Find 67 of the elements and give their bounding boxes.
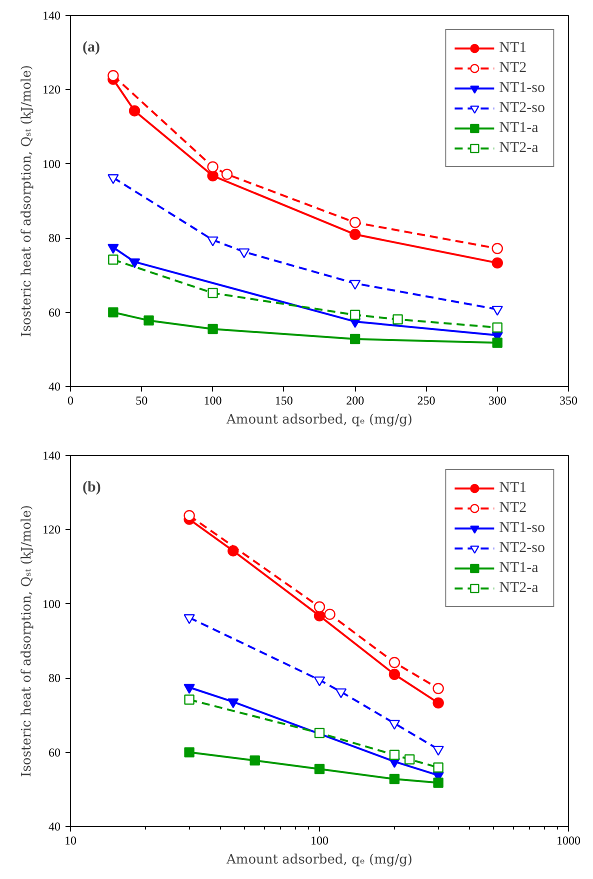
point [492, 338, 502, 348]
point [207, 170, 218, 182]
point [349, 280, 361, 290]
legend-label: NT1-a [499, 119, 538, 137]
legend-label: NT2 [499, 499, 527, 517]
point [108, 244, 119, 254]
point [350, 334, 360, 344]
x-tick-label: 300 [488, 394, 506, 408]
y-tick-label: 120 [42, 522, 60, 537]
y-tick-label: 140 [42, 448, 60, 462]
point [238, 248, 250, 258]
x-axis-title: Amount adsorbed, qₑ (mg/g) [225, 852, 413, 868]
annotation: (b) [82, 480, 101, 496]
point [108, 70, 119, 82]
legend-label: NT1 [499, 39, 527, 57]
y-tick-label: 80 [48, 231, 60, 246]
point [207, 161, 218, 172]
point [350, 310, 360, 320]
point [492, 242, 503, 254]
point [108, 307, 118, 318]
legend-label: NT2-so [499, 539, 545, 557]
point [221, 168, 233, 180]
x-tick-label: 200 [346, 394, 364, 408]
x-tick-label: 100 [310, 834, 328, 848]
legend-label: NT2-a [499, 579, 538, 597]
y-tick-label: 100 [42, 156, 60, 171]
point [144, 315, 154, 326]
point [208, 324, 218, 334]
legend-label: NT1 [499, 479, 527, 497]
point [108, 174, 119, 184]
x-tick-label: 0 [68, 394, 74, 408]
point [349, 228, 361, 240]
y-tick-label: 120 [42, 82, 60, 97]
y-axis-title: Isosteric heat of adsorption, Qₛₜ (kJ/mole) [20, 65, 34, 337]
point [128, 258, 140, 268]
legend-label: NT1-so [499, 519, 545, 537]
x-tick-label: 250 [417, 394, 436, 408]
point [392, 314, 403, 324]
x-axis-title: Amount adsorbed, qₑ (mg/g) [225, 412, 413, 428]
legend-label: NT1-so [499, 79, 545, 97]
y-tick-label: 60 [48, 305, 60, 320]
x-tick-label: 350 [560, 394, 578, 408]
legend-label: NT2-a [499, 139, 538, 157]
y-tick-label: 40 [48, 380, 60, 394]
x-tick-label: 1000 [556, 834, 580, 848]
annotation: (a) [82, 40, 100, 56]
y-tick-label: 100 [42, 596, 60, 611]
x-tick-label: 100 [204, 394, 222, 408]
x-tick-label: 150 [274, 394, 293, 408]
point [207, 236, 218, 246]
legend-label: NT2 [499, 59, 527, 77]
point [492, 306, 503, 316]
y-tick-label: 140 [42, 8, 60, 22]
y-tick-label: 80 [48, 671, 60, 686]
legend-label: NT1-a [499, 559, 538, 577]
x-tick-label: 50 [136, 394, 148, 408]
point [108, 254, 118, 265]
y-tick-label: 40 [48, 820, 60, 834]
point [208, 288, 218, 298]
y-tick-label: 60 [48, 745, 60, 760]
legend-label: NT2-so [499, 99, 545, 117]
y-axis-title: Isosteric heat of adsorption, Qₛₜ (kJ/mole) [20, 505, 34, 777]
point [128, 105, 140, 116]
point [349, 216, 361, 228]
point [492, 322, 502, 333]
point [492, 257, 503, 269]
x-tick-label: 10 [64, 834, 76, 848]
